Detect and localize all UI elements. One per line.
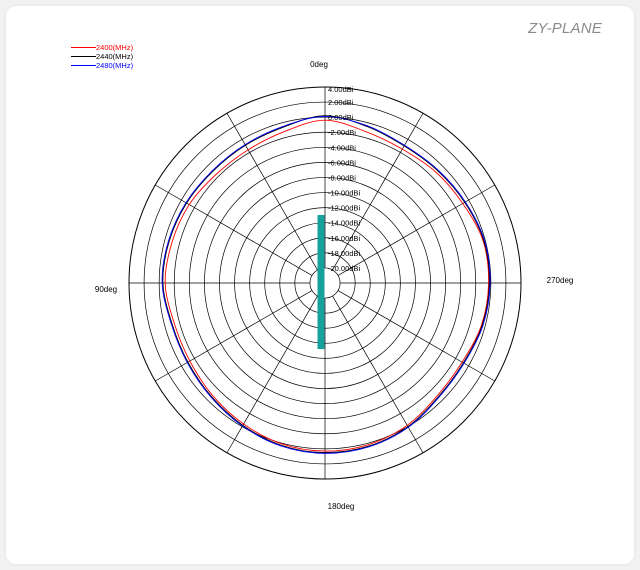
radial-tick-label: -12.00dBi — [328, 204, 360, 213]
radial-tick-label: -20.00dBi — [328, 264, 360, 273]
series-line — [162, 115, 490, 454]
polar-grid — [128, 86, 522, 480]
polar-spoke — [226, 295, 318, 453]
polar-spoke — [332, 113, 424, 271]
polar-spoke — [332, 295, 424, 453]
angle-label: 180deg — [328, 502, 355, 511]
legend-label: 2400(MHz) — [96, 43, 134, 52]
radial-tick-label: -14.00dBi — [328, 219, 360, 228]
polar-spoke — [155, 184, 313, 276]
polar-spoke — [337, 290, 495, 382]
radial-tick-labels: 4.00dBi 2.00dBi 0.00dBi -2.00dBi -4.00dBi -6.… — [328, 85, 360, 273]
polar-spoke — [226, 113, 318, 271]
series-curves — [161, 115, 491, 454]
plane-title: ZY-PLANE — [528, 20, 602, 37]
radial-tick-label: 4.00dBi — [328, 85, 354, 94]
series-line — [161, 115, 491, 454]
angle-label: 90deg — [95, 285, 117, 294]
radial-tick-label: -4.00dBi — [328, 143, 356, 152]
series-line — [164, 119, 490, 452]
radial-tick-label: -16.00dBi — [328, 234, 360, 243]
legend-label: 2440(MHz) — [96, 52, 134, 61]
polar-spoke — [155, 290, 313, 382]
angle-label: 0deg — [310, 60, 328, 69]
radial-tick-label: 0.00dBi — [328, 113, 354, 122]
angle-labels: 0deg 90deg 180deg 270deg — [95, 60, 573, 511]
legend: 2400(MHz)2440(MHz)2480(MHz) — [71, 43, 134, 70]
radial-tick-label: -8.00dBi — [328, 173, 356, 182]
vertical-marker-bar — [317, 215, 325, 349]
radial-tick-label: -2.00dBi — [328, 128, 356, 137]
radial-tick-label: 2.00dBi — [328, 98, 354, 107]
radial-tick-label: -18.00dBi — [328, 249, 360, 258]
polar-spoke — [337, 184, 495, 276]
radial-tick-label: -10.00dBi — [328, 189, 360, 198]
angle-label: 270deg — [547, 276, 574, 285]
legend-label: 2480(MHz) — [96, 61, 134, 70]
radial-tick-label: -6.00dBi — [328, 158, 356, 167]
